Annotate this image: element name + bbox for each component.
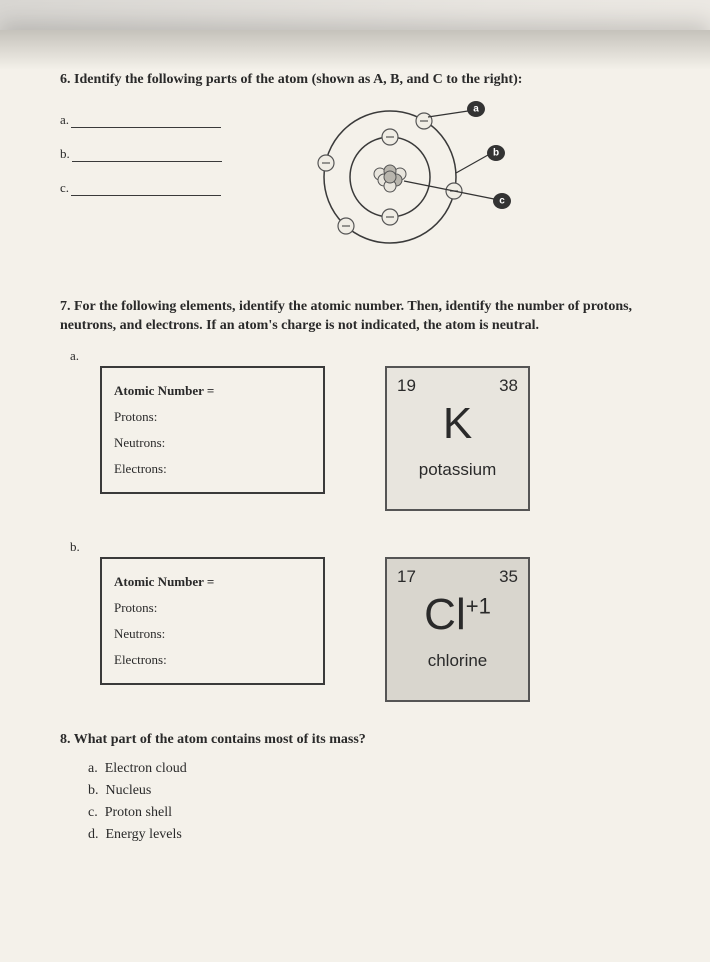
q7a-tile-top: 19 38 [397,376,518,396]
q6-answer-lines: a. b. c. [60,112,260,214]
q7a-atomic-label: Atomic Number = [114,383,214,398]
atom-svg: a b c [290,92,530,262]
q7-row-a: Atomic Number = Protons: Neutrons: Elect… [60,366,660,511]
nucleus [374,165,406,192]
q8-option-a[interactable]: a. Electron cloud [88,761,660,777]
q8-option-b[interactable]: b. Nucleus [88,783,660,799]
q7b-name: chlorine [428,651,488,671]
q6-line-c[interactable]: c. [60,180,260,196]
q7-row-b: Atomic Number = Protons: Neutrons: Elect… [60,557,660,702]
q7b-electrons-label: Electrons: [114,647,311,673]
q7a-mass: 38 [499,376,518,396]
worksheet-page: 6. Identify the following parts of the a… [0,30,710,962]
q7b-element-tile: 17 35 Cl+1 chlorine [385,557,530,702]
question-6: 6. Identify the following parts of the a… [60,70,660,267]
q7a-electrons-label: Electrons: [114,456,311,482]
q7a-answer-box[interactable]: Atomic Number = Protons: Neutrons: Elect… [100,366,325,494]
q8-prompt: 8. What part of the atom contains most o… [60,730,660,750]
q6-letter-a: a. [60,112,69,128]
atom-diagram: a b c [290,92,530,267]
q8-option-c[interactable]: c. Proton shell [88,805,660,821]
svg-text:a: a [473,103,479,114]
q6-blank-b[interactable] [72,146,222,162]
q6-line-a[interactable]: a. [60,112,260,128]
svg-text:c: c [499,195,505,206]
leader-b [456,155,488,173]
q6-blank-c[interactable] [71,180,221,196]
q7b-neutrons-label: Neutrons: [114,621,311,647]
q7-prompt: 7. For the following elements, identify … [60,297,660,336]
q7a-neutrons-label: Neutrons: [114,430,311,456]
q8-options: a. Electron cloud b. Nucleus c. Proton s… [88,761,660,843]
paper-edge-shadow [0,30,710,70]
q7b-atomic-number: 17 [397,567,416,587]
q7a-symbol: K [443,402,472,446]
q7b-mass: 35 [499,567,518,587]
leader-a [428,111,468,117]
q6-blank-a[interactable] [71,112,221,128]
question-7: 7. For the following elements, identify … [60,297,660,702]
q6-letter-c: c. [60,180,69,196]
q7b-tile-top: 17 35 [397,567,518,587]
q7b-letter: b. [70,539,100,555]
q7b-atomic-label: Atomic Number = [114,574,214,589]
q6-line-b[interactable]: b. [60,146,260,162]
q7a-protons-label: Protons: [114,404,311,430]
q7b-protons-label: Protons: [114,595,311,621]
label-b: b [487,145,505,161]
q7a-element-tile: 19 38 K potassium [385,366,530,511]
q7b-answer-box[interactable]: Atomic Number = Protons: Neutrons: Elect… [100,557,325,685]
label-a: a [467,101,485,117]
q6-prompt: 6. Identify the following parts of the a… [60,70,660,90]
q7b-symbol: Cl+1 [424,593,491,637]
q7a-name: potassium [419,460,496,480]
q7a-atomic-number: 19 [397,376,416,396]
q7a-letter: a. [70,348,100,364]
question-8: 8. What part of the atom contains most o… [60,730,660,844]
label-c: c [493,193,511,209]
q6-letter-b: b. [60,146,70,162]
svg-text:b: b [493,147,499,158]
q8-option-d[interactable]: d. Energy levels [88,827,660,843]
